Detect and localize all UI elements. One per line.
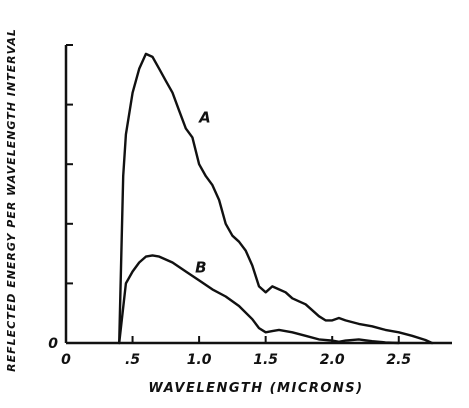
series-label-b: B (195, 259, 206, 277)
x-tick-label: 2.0 (320, 352, 345, 368)
series-layer: AB (118, 52, 434, 345)
x-tick-label: 1.5 (253, 352, 278, 368)
series-line-b (118, 254, 400, 345)
y-tick-label: 0 (48, 336, 58, 352)
x-tick-label: 2.5 (386, 352, 411, 368)
y-axis-label: REFLECTED ENERGY PER WAVELENGTH INTERVAL (5, 28, 18, 372)
x-tick-label: 1.0 (187, 352, 212, 368)
x-axis-label: WAVELENGTH (MICRONS) (148, 381, 363, 396)
tick-layer: 0 .5 1.0 1.5 2.0 2.5 0 (48, 44, 411, 368)
x-tick-label: 0 (61, 352, 71, 368)
x-tick-label: .5 (125, 352, 140, 368)
series-label-a: A (198, 108, 211, 126)
series-line-a (118, 52, 434, 345)
